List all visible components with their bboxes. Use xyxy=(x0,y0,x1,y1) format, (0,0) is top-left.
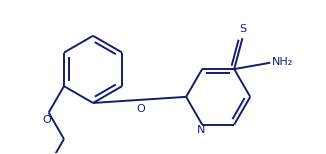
Text: S: S xyxy=(239,24,246,34)
Text: O: O xyxy=(137,104,145,114)
Text: NH₂: NH₂ xyxy=(272,57,293,67)
Text: N: N xyxy=(197,125,205,135)
Text: O: O xyxy=(43,115,52,125)
